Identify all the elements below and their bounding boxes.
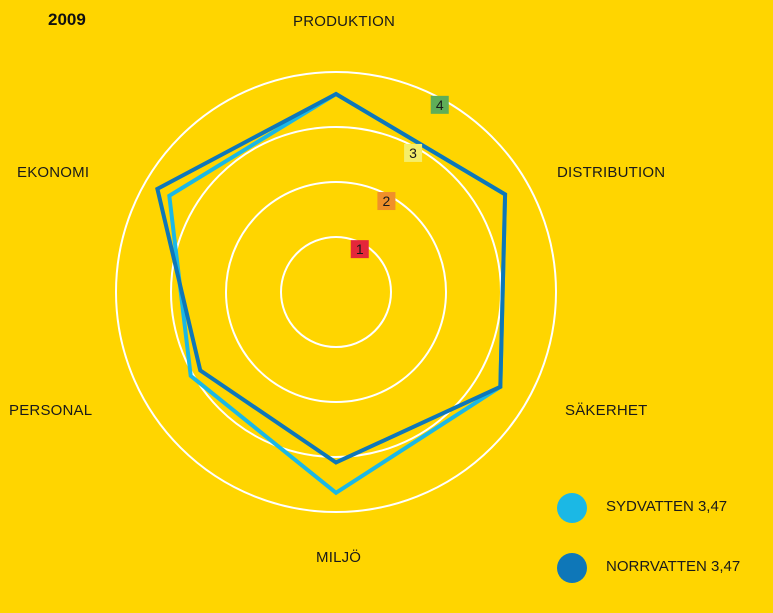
ring-badge-label-1: 1 bbox=[356, 241, 364, 257]
ring-badge-label-3: 3 bbox=[409, 145, 417, 161]
axis-label-sakerhet: SÄKERHET bbox=[565, 402, 648, 419]
grid-ring-4 bbox=[115, 71, 557, 513]
legend-swatch-norrvatten bbox=[557, 553, 587, 583]
grid-ring-1 bbox=[280, 236, 392, 348]
year-label: 2009 bbox=[48, 10, 86, 29]
radar-svg: 1 2 3 4 bbox=[115, 71, 557, 513]
radar-chart: 1 2 3 4 2009 PRODUKTION DISTRIBUTION SÄKERH… bbox=[9, 10, 740, 583]
ring-badge-3 bbox=[404, 143, 423, 162]
series-line-norrvatten bbox=[155, 91, 508, 465]
axis-label-miljo: MILJÖ bbox=[316, 549, 362, 566]
axis-label-produktion: PRODUKTION bbox=[293, 13, 396, 30]
axis-label-ekonomi: EKONOMI bbox=[17, 164, 90, 181]
legend-label-norrvatten: NORRVATTEN 3,47 bbox=[606, 558, 741, 575]
axis-label-personal: PERSONAL bbox=[9, 402, 93, 419]
legend-label-sydvatten: SYDVATTEN 3,47 bbox=[606, 498, 728, 515]
ring-badge-label-2: 2 bbox=[383, 193, 391, 209]
ring-badge-2 bbox=[377, 192, 396, 211]
axis-label-distribution: DISTRIBUTION bbox=[557, 164, 666, 181]
grid-ring-2 bbox=[225, 181, 447, 403]
ring-badge-label-4: 4 bbox=[436, 97, 444, 113]
ring-badge-4 bbox=[430, 95, 449, 114]
ring-badge-1 bbox=[350, 240, 369, 259]
legend-swatch-sydvatten bbox=[557, 493, 587, 523]
